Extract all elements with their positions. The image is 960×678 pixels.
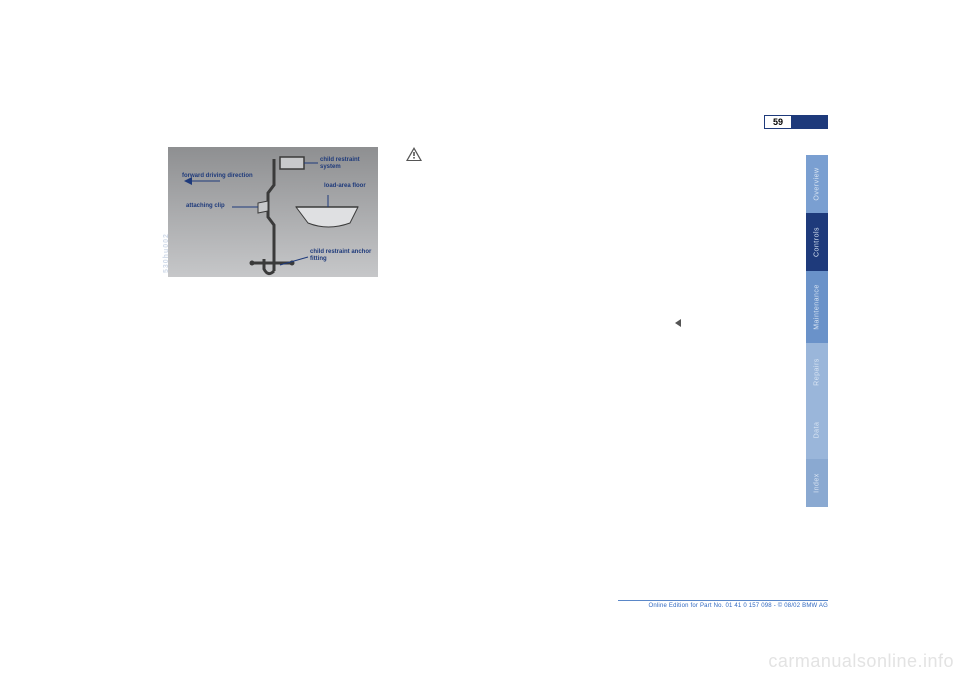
continuation-arrow-icon <box>675 319 681 327</box>
tab-label: Index <box>814 473 821 493</box>
diagram-label-floor: load-area floor <box>324 183 366 190</box>
tab-repairs[interactable]: Repairs <box>806 343 828 401</box>
tab-label: Data <box>814 422 821 439</box>
tab-label: Repairs <box>814 358 821 386</box>
tab-index[interactable]: Index <box>806 459 828 507</box>
tab-label: Maintenance <box>814 284 821 330</box>
watermark: carmanualsonline.info <box>768 651 954 672</box>
diagram-code: 530hu002 <box>163 233 170 273</box>
diagram-label-clip: attaching clip <box>186 203 225 210</box>
warning-icon <box>406 147 422 161</box>
tab-maintenance[interactable]: Maintenance <box>806 271 828 343</box>
tab-controls[interactable]: Controls <box>806 213 828 271</box>
page-number-accent <box>792 115 828 129</box>
diagram-label-forward: forward driving direction <box>182 173 253 180</box>
tab-data[interactable]: Data <box>806 401 828 459</box>
diagram-label-anchor: child restraint anchor fitting <box>310 249 378 262</box>
tab-label: Overview <box>814 167 821 200</box>
diagram-label-system: child restraint system <box>320 157 378 170</box>
tab-overview[interactable]: Overview <box>806 155 828 213</box>
tab-label: Controls <box>814 227 821 257</box>
child-restraint-diagram: forward driving direction attaching clip… <box>168 147 378 277</box>
footer-bar: Online Edition for Part No. 01 41 0 157 … <box>618 600 828 609</box>
manual-page: 59 forward drivin <box>148 115 828 625</box>
footer-text: Online Edition for Part No. 01 41 0 157 … <box>618 603 828 609</box>
page-number-bar: 59 <box>764 115 828 129</box>
side-tab-strip: Overview Controls Maintenance Repairs Data In… <box>806 155 828 507</box>
page-number: 59 <box>764 115 792 129</box>
